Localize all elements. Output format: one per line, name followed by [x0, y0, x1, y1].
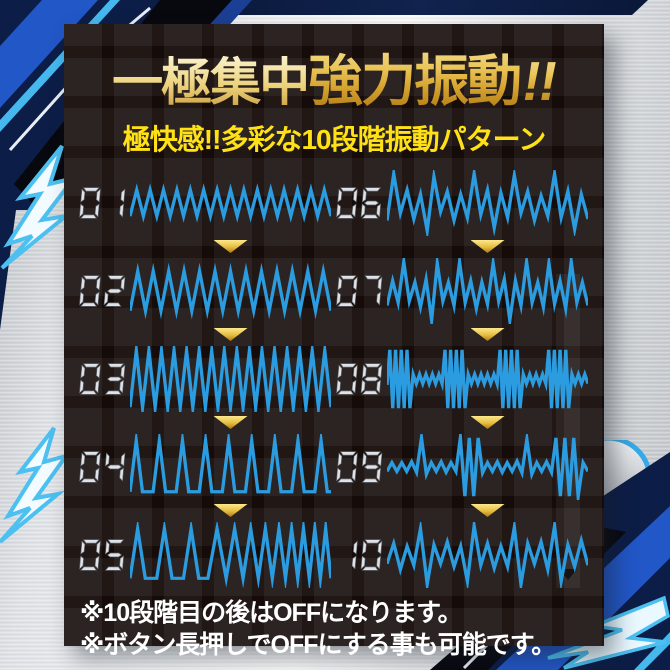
title-serif-part: 一極集中 — [112, 41, 310, 115]
vibration-pattern-row — [79, 254, 331, 328]
down-arrow-icon — [470, 328, 505, 341]
pattern-number-display — [336, 363, 383, 395]
arrow-gap — [80, 504, 331, 518]
pattern-number-display — [336, 451, 383, 483]
vibration-waveform — [387, 434, 588, 500]
arrow-gap — [80, 328, 331, 342]
vibration-pattern-row — [337, 518, 588, 592]
pattern-number-display — [79, 363, 126, 395]
vibration-waveform — [387, 258, 588, 324]
vibration-waveform — [387, 170, 588, 236]
main-panel: 一極集中 強力振動!! 極快感!!多彩な10段階振動パターン — [64, 24, 604, 659]
pattern-number-display — [79, 187, 126, 219]
vibration-waveform — [387, 349, 588, 409]
subtitle: 極快感!!多彩な10段階振動パターン — [122, 124, 546, 155]
title-exclamation: !! — [517, 50, 562, 112]
pattern-number-display — [336, 275, 383, 307]
down-arrow-icon — [213, 328, 248, 341]
vibration-pattern-row — [336, 166, 588, 240]
vibration-pattern-row — [79, 342, 331, 416]
down-arrow-icon — [470, 416, 505, 429]
vibration-waveform — [130, 522, 331, 588]
vibration-waveform — [130, 346, 331, 412]
lightning-bolt-icon — [547, 595, 670, 670]
pattern-column-left — [79, 166, 331, 592]
vibration-pattern-row — [336, 254, 588, 328]
vibration-pattern-row — [79, 518, 331, 592]
arrow-gap — [337, 240, 588, 254]
vibration-waveform — [130, 262, 331, 320]
down-arrow-icon — [470, 240, 505, 253]
arrow-gap — [337, 328, 588, 342]
vibration-pattern-row — [336, 430, 588, 504]
arrow-gap — [337, 416, 588, 430]
vibration-pattern-row — [79, 166, 331, 240]
scrollbar-arrow-icon — [559, 569, 577, 580]
pattern-column-right — [336, 166, 588, 592]
pattern-number-display — [79, 275, 126, 307]
title-bold-part: 強力振動 — [308, 36, 522, 116]
note-line: ※10段階目の後はOFFになります。 — [80, 599, 463, 627]
arrow-gap — [80, 416, 331, 430]
arrow-gap — [80, 240, 331, 254]
note-line: ※ボタン長押しでOFFにする事も可能です。 — [80, 631, 556, 659]
vibration-pattern-row — [336, 342, 588, 416]
pattern-number-display — [79, 451, 126, 483]
down-arrow-icon — [213, 504, 248, 517]
pattern-number-display — [351, 539, 383, 571]
pattern-grid — [64, 166, 604, 592]
arrow-gap — [337, 504, 588, 518]
vibration-waveform — [130, 434, 331, 494]
vibration-waveform — [130, 183, 331, 223]
pattern-number-display — [79, 539, 125, 571]
vibration-pattern-row — [79, 430, 331, 504]
main-title: 一極集中 強力振動!! — [64, 36, 604, 116]
down-arrow-icon — [470, 504, 505, 517]
down-arrow-icon — [213, 416, 248, 429]
notes: ※10段階目の後はOFFになります。 ※ボタン長押しでOFFにする事も可能です。 — [64, 597, 604, 661]
pattern-number-display — [336, 187, 382, 219]
scrollbar-decoration — [556, 274, 580, 588]
down-arrow-icon — [213, 240, 248, 253]
vibration-waveform — [387, 522, 588, 588]
